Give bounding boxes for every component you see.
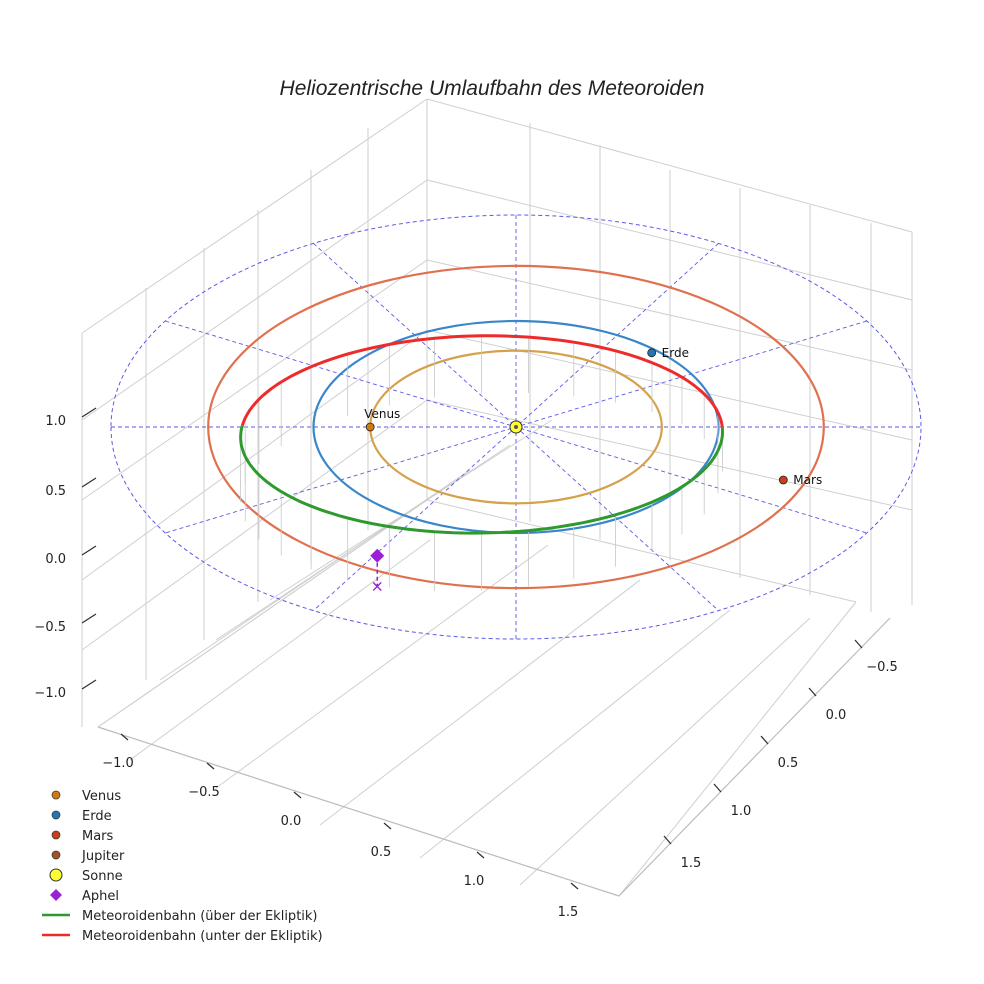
body-erde xyxy=(647,348,657,358)
x-tick-label: 1.5 xyxy=(558,905,579,920)
grid-line xyxy=(215,544,549,789)
legend-marker xyxy=(51,810,61,820)
grid-line xyxy=(81,259,428,501)
y-tick-mark xyxy=(760,735,769,745)
z-tick-label: −1.0 xyxy=(34,686,66,701)
legend-marker xyxy=(51,790,61,800)
meteoroid-orbit xyxy=(239,334,724,592)
sun-center xyxy=(514,425,518,429)
axis-ticks: 1.0 0.5 0.0 −0.5 −1.0 −1.0 −0.5 0.0 0.5 1.0 1.5 −0.… xyxy=(34,407,898,920)
y-tick-mark xyxy=(663,835,672,845)
x-tick-label: −0.5 xyxy=(188,785,220,800)
x-axis-line xyxy=(97,726,620,897)
x-tick-mark xyxy=(570,882,579,890)
label-erde: Erde xyxy=(662,346,689,360)
y-tick-label: 0.0 xyxy=(826,708,847,723)
z-tick-label: 0.0 xyxy=(45,552,66,567)
y-tick-label: 1.5 xyxy=(681,856,702,871)
legend-item: Erde xyxy=(51,809,112,824)
legend-item: Meteoroidenbahn (über der Ekliptik) xyxy=(42,909,318,924)
z-tick-mark xyxy=(81,613,97,624)
y-tick-label: 0.5 xyxy=(778,756,799,771)
y-tick-mark xyxy=(854,639,863,649)
x-tick-label: 0.5 xyxy=(371,845,392,860)
meteoroid-orbit-below xyxy=(240,334,724,428)
body-venus xyxy=(365,422,375,432)
orbit-venus xyxy=(369,349,663,505)
z-tick-mark xyxy=(81,545,97,556)
body-mars xyxy=(778,475,788,485)
legend-label: Erde xyxy=(82,809,112,824)
z-tick-mark xyxy=(81,679,97,690)
legend-item: Mars xyxy=(51,829,114,844)
legend-marker xyxy=(51,850,61,860)
legend-label: Venus xyxy=(82,789,121,804)
axis-panes xyxy=(81,98,913,897)
grid-line xyxy=(426,329,913,441)
legend-label: Meteoroidenbahn (unter der Ekliptik) xyxy=(82,929,323,944)
meteoroid-orbit-above xyxy=(239,425,724,535)
grid-line xyxy=(269,419,553,601)
grid-line xyxy=(319,579,641,826)
legend-marker xyxy=(51,830,61,840)
grid-line xyxy=(81,98,428,334)
orbit-erde xyxy=(312,319,720,535)
celestial-bodies: Venus Erde Mars × xyxy=(364,346,822,596)
grid-line xyxy=(426,399,913,511)
grid-line xyxy=(519,617,811,886)
legend-item: Jupiter xyxy=(51,849,125,864)
legend-label: Meteoroidenbahn (über der Ekliptik) xyxy=(82,909,318,924)
grid-line xyxy=(426,499,857,603)
z-tick-label: 1.0 xyxy=(45,414,66,429)
legend-item: Aphel xyxy=(50,889,119,904)
y-tick-mark xyxy=(713,783,722,793)
label-mars: Mars xyxy=(793,473,822,487)
grid-line xyxy=(81,329,428,581)
y-tick-label: −0.5 xyxy=(866,660,898,675)
x-tick-mark xyxy=(206,762,215,770)
y-tick-mark xyxy=(808,687,817,697)
legend-marker xyxy=(49,868,63,882)
x-tick-label: 1.0 xyxy=(464,874,485,889)
legend-label: Mars xyxy=(82,829,114,844)
legend: Venus Erde Mars Jupiter Sonne Aphel Meteoroide… xyxy=(42,789,323,944)
z-tick-label: −0.5 xyxy=(34,620,66,635)
z-tick-label: 0.5 xyxy=(45,484,66,499)
planet-orbits xyxy=(207,264,825,590)
grid-line xyxy=(129,539,431,761)
x-tick-label: 0.0 xyxy=(281,814,302,829)
grid-line xyxy=(81,399,428,651)
x-tick-mark xyxy=(383,822,392,830)
legend-label: Sonne xyxy=(82,869,123,884)
z-tick-mark xyxy=(81,407,97,418)
grid-line xyxy=(618,601,857,897)
legend-marker xyxy=(50,889,62,901)
grid-line xyxy=(81,179,428,421)
grid-line xyxy=(426,259,913,371)
label-venus: Venus xyxy=(364,407,400,421)
x-tick-mark xyxy=(293,791,302,799)
y-axis-line xyxy=(618,617,891,897)
aphel-marker xyxy=(370,548,385,563)
grid-line xyxy=(426,179,913,301)
orbit-mars xyxy=(207,264,825,590)
grid-line xyxy=(97,499,428,728)
x-tick-mark xyxy=(476,851,485,859)
chart-title: Heliozentrische Umlaufbahn des Meteoroid… xyxy=(280,77,705,100)
x-tick-mark xyxy=(120,733,129,741)
legend-item: Sonne xyxy=(49,868,123,884)
grid-line xyxy=(426,98,913,233)
aphel-projection: × xyxy=(371,577,384,596)
legend-label: Aphel xyxy=(82,889,119,904)
grid-line xyxy=(419,609,731,859)
z-tick-mark xyxy=(81,477,97,488)
legend-item: Venus xyxy=(51,789,121,804)
x-tick-label: −1.0 xyxy=(102,756,134,771)
legend-label: Jupiter xyxy=(81,849,125,864)
legend-item: Meteoroidenbahn (unter der Ekliptik) xyxy=(42,929,323,944)
y-tick-label: 1.0 xyxy=(731,804,752,819)
